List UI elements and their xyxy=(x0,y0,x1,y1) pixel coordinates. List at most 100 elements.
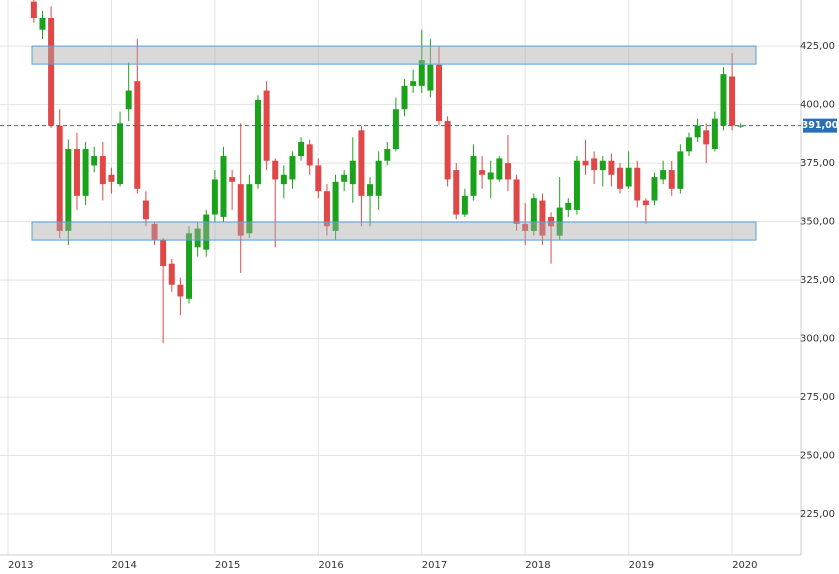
candle-body xyxy=(349,160,356,185)
y-tick-label: 225,00 xyxy=(800,509,835,520)
candle-body xyxy=(599,160,606,171)
x-tick-label: 2015 xyxy=(215,560,240,571)
candle-body xyxy=(634,167,641,201)
y-tick-label: 325,00 xyxy=(800,275,835,286)
candle-body xyxy=(660,170,667,180)
zone xyxy=(31,45,757,65)
candle-body xyxy=(332,181,339,231)
y-tick-label: 425,00 xyxy=(800,41,835,52)
candle-body xyxy=(444,120,451,180)
candle-body xyxy=(651,177,658,201)
candle-body xyxy=(160,240,167,267)
candle-body xyxy=(306,144,313,166)
candle-body xyxy=(229,177,236,182)
candle-body xyxy=(617,167,624,189)
y-tick-label: 300,00 xyxy=(800,334,835,345)
candle-body xyxy=(186,233,193,299)
candle-body xyxy=(298,142,305,157)
candle-body xyxy=(410,81,417,86)
candle-body xyxy=(418,60,425,86)
candle-body xyxy=(461,195,468,215)
x-tick-label: 2018 xyxy=(525,560,550,571)
candle-body xyxy=(522,223,529,231)
y-tick-label: 350,00 xyxy=(800,217,835,228)
x-tick-label: 2013 xyxy=(8,560,33,571)
x-tick-label: 2020 xyxy=(732,560,757,571)
last-price-box xyxy=(803,118,837,133)
y-tick-label: 250,00 xyxy=(800,451,835,462)
candle-body xyxy=(323,191,330,227)
candle-body xyxy=(530,198,537,231)
candle-body xyxy=(48,18,55,126)
candle-body xyxy=(341,174,348,182)
candle-body xyxy=(56,125,63,231)
zone xyxy=(31,221,757,241)
candle-body xyxy=(539,200,546,236)
candle-body xyxy=(30,1,37,19)
candle-body xyxy=(358,130,365,196)
last-price-label: 391,00 xyxy=(802,120,839,131)
y-tick-label: 375,00 xyxy=(800,158,835,169)
candle-body xyxy=(677,151,684,189)
candle-body xyxy=(504,163,511,180)
candle-body xyxy=(134,81,141,189)
candle-body xyxy=(573,160,580,210)
candle-body xyxy=(254,99,261,185)
candle-body xyxy=(237,184,244,236)
x-tick-label: 2017 xyxy=(422,560,447,571)
candle-body xyxy=(625,167,632,187)
candle-body xyxy=(384,149,391,161)
candle-body xyxy=(470,156,477,196)
candle-body xyxy=(82,149,89,196)
candle-body xyxy=(737,125,744,127)
candle-body xyxy=(315,165,322,192)
candle-body xyxy=(427,64,434,91)
candle-body xyxy=(142,200,149,220)
candle-body xyxy=(375,160,382,196)
candle-body xyxy=(99,156,106,185)
candle-body xyxy=(151,223,158,241)
candle-body xyxy=(39,18,46,30)
candle-body xyxy=(65,149,72,231)
candle-body xyxy=(685,137,692,152)
candle-body xyxy=(729,76,736,126)
candle-body xyxy=(496,158,503,180)
candle-body xyxy=(582,160,589,166)
candle-body xyxy=(168,263,175,285)
candle-body xyxy=(436,64,442,121)
candle-body xyxy=(513,179,520,224)
candle-body xyxy=(720,74,727,126)
x-tick-label: 2016 xyxy=(318,560,343,571)
candle-body xyxy=(694,125,701,138)
x-tick-label: 2014 xyxy=(111,560,136,571)
candle-body xyxy=(392,109,399,150)
candle-body xyxy=(108,174,115,182)
candle-body xyxy=(367,184,374,196)
candle-body xyxy=(117,123,124,185)
candle-body xyxy=(194,228,201,248)
candle-body xyxy=(565,202,572,210)
candle-body xyxy=(125,90,132,110)
candle-body xyxy=(211,179,218,215)
candle-body xyxy=(487,172,494,180)
candle-body xyxy=(91,156,98,166)
y-tick-label: 400,00 xyxy=(800,100,835,111)
candle-body xyxy=(642,200,649,206)
candle-body xyxy=(272,160,279,180)
candle-body xyxy=(711,118,718,150)
candle-body xyxy=(668,170,675,189)
candle-body xyxy=(220,156,227,217)
candle-body xyxy=(280,174,287,185)
candle-body xyxy=(401,85,408,110)
candle-body xyxy=(177,284,184,297)
candle-body xyxy=(203,214,210,250)
candle-body xyxy=(246,184,253,234)
candle-body xyxy=(289,156,296,180)
candle-body xyxy=(608,160,615,175)
candle-body xyxy=(591,158,598,171)
candle-body xyxy=(479,170,486,175)
candle-body xyxy=(703,130,710,145)
candle-body xyxy=(453,170,460,215)
